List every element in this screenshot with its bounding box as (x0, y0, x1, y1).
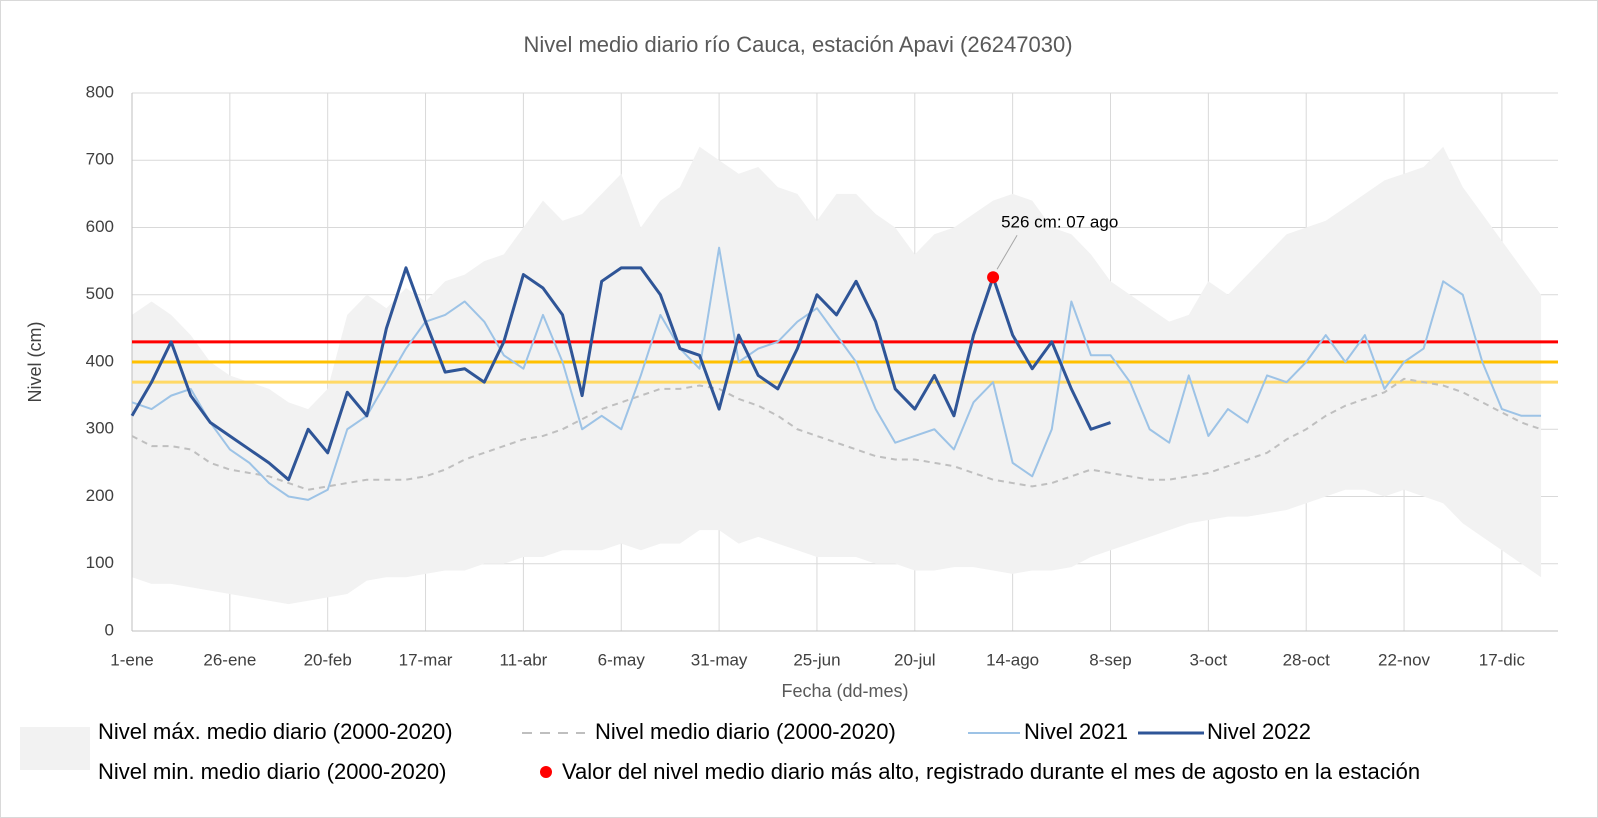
x-tick-label: 6-may (598, 650, 646, 669)
x-tick-label: 11-abr (499, 650, 547, 669)
x-tick-label: 17-mar (399, 650, 453, 669)
y-axis-title: Nivel (cm) (25, 322, 45, 403)
x-tick-label: 14-ago (986, 650, 1039, 669)
x-tick-label: 8-sep (1089, 650, 1132, 669)
legend-label: Nivel 2021 (1024, 719, 1128, 744)
x-tick-label: 17-dic (1479, 650, 1526, 669)
x-tick-label: 3-oct (1189, 650, 1227, 669)
x-tick-label: 28-oct (1283, 650, 1331, 669)
y-tick-label: 500 (86, 284, 114, 303)
x-axis-title: Fecha (dd-mes) (781, 681, 908, 701)
legend-label: Nivel 2022 (1207, 719, 1311, 744)
band-layer (132, 146, 1542, 605)
y-tick-label: 100 (86, 553, 114, 572)
x-tick-label: 25-jun (793, 650, 840, 669)
callout-line (996, 235, 1018, 270)
legend-swatch (20, 727, 90, 770)
series-line (131, 377, 1542, 491)
highlight-point (987, 271, 1000, 284)
x-tick-label: 31-may (691, 650, 748, 669)
y-tick-label: 700 (86, 150, 114, 169)
legend-label: Valor del nivel medio diario más alto, r… (562, 759, 1420, 784)
legend-swatch (540, 766, 552, 778)
legend-label: Nivel medio diario (2000-2020) (595, 719, 896, 744)
y-tick-label: 0 (105, 620, 114, 639)
x-tick-label: 20-jul (894, 650, 936, 669)
x-tick-label: 26-ene (203, 650, 256, 669)
chart-title: Nivel medio diario río Cauca, estación A… (523, 32, 1072, 57)
x-tick-label: 1-ene (110, 650, 153, 669)
y-tick-label: 600 (86, 217, 114, 236)
y-tick-label: 400 (86, 351, 114, 370)
legend-label: Nivel máx. medio diario (2000-2020) (98, 719, 453, 744)
y-tick-label: 300 (86, 419, 114, 438)
y-tick-label: 800 (86, 82, 114, 101)
x-tick-label: 20-feb (304, 650, 352, 669)
legend-label: Nivel min. medio diario (2000-2020) (98, 759, 447, 784)
y-tick-label: 200 (86, 486, 114, 505)
highlight-label: 526 cm: 07 ago (1001, 213, 1118, 232)
x-tick-label: 22-nov (1378, 650, 1430, 669)
range-band (132, 146, 1542, 605)
series-line (130, 266, 1111, 482)
